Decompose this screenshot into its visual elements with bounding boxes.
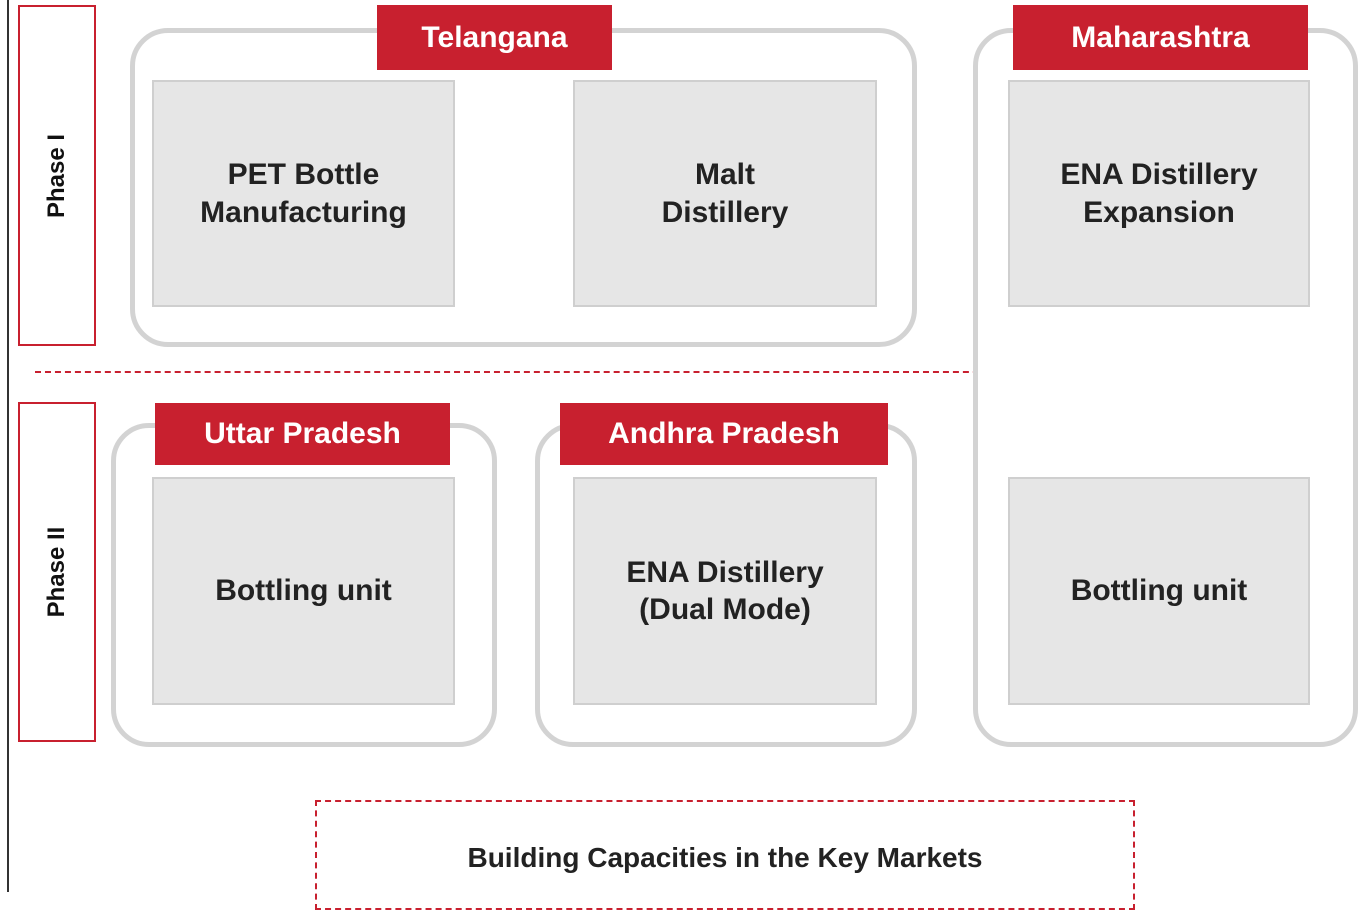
unit-box: ENA Distillery Expansion <box>1008 80 1310 307</box>
unit-box: ENA Distillery (Dual Mode) <box>573 477 877 705</box>
unit-box: Malt Distillery <box>573 80 877 307</box>
unit-label-line: Expansion <box>1083 195 1235 229</box>
region-header: Andhra Pradesh <box>560 403 888 465</box>
region-header: Telangana <box>377 5 612 70</box>
caption: Building Capacities in the Key Markets <box>467 842 983 873</box>
phase-divider <box>35 371 1358 373</box>
unit-label-line: (Dual Mode) <box>639 593 811 626</box>
unit-label-line: Malt <box>695 158 755 191</box>
unit-label-line: Distillery <box>661 195 789 229</box>
unit-label-line: ENA Distillery <box>626 555 824 589</box>
phase-box: Phase II <box>18 402 96 742</box>
unit-label-line: PET Bottle <box>227 158 380 191</box>
phase-box: Phase I <box>18 5 96 346</box>
unit-label-line: Bottling unit <box>1070 574 1248 608</box>
unit-label-line: Bottling unit <box>215 574 392 608</box>
phase-label: Phase I <box>43 133 70 218</box>
unit-box: Bottling unit <box>152 477 455 705</box>
unit-box: PET Bottle Manufacturing <box>152 80 455 307</box>
caption-box: Building Capacities in the Key Markets <box>315 800 1135 910</box>
region-header: Maharashtra <box>1013 5 1308 70</box>
region-header: Uttar Pradesh <box>155 403 450 465</box>
unit-label-line: Manufacturing <box>200 195 407 229</box>
left-rule <box>7 0 9 892</box>
unit-box: Bottling unit <box>1008 477 1310 705</box>
unit-label-line: ENA Distillery <box>1060 158 1258 191</box>
phase-label: Phase II <box>43 526 70 618</box>
